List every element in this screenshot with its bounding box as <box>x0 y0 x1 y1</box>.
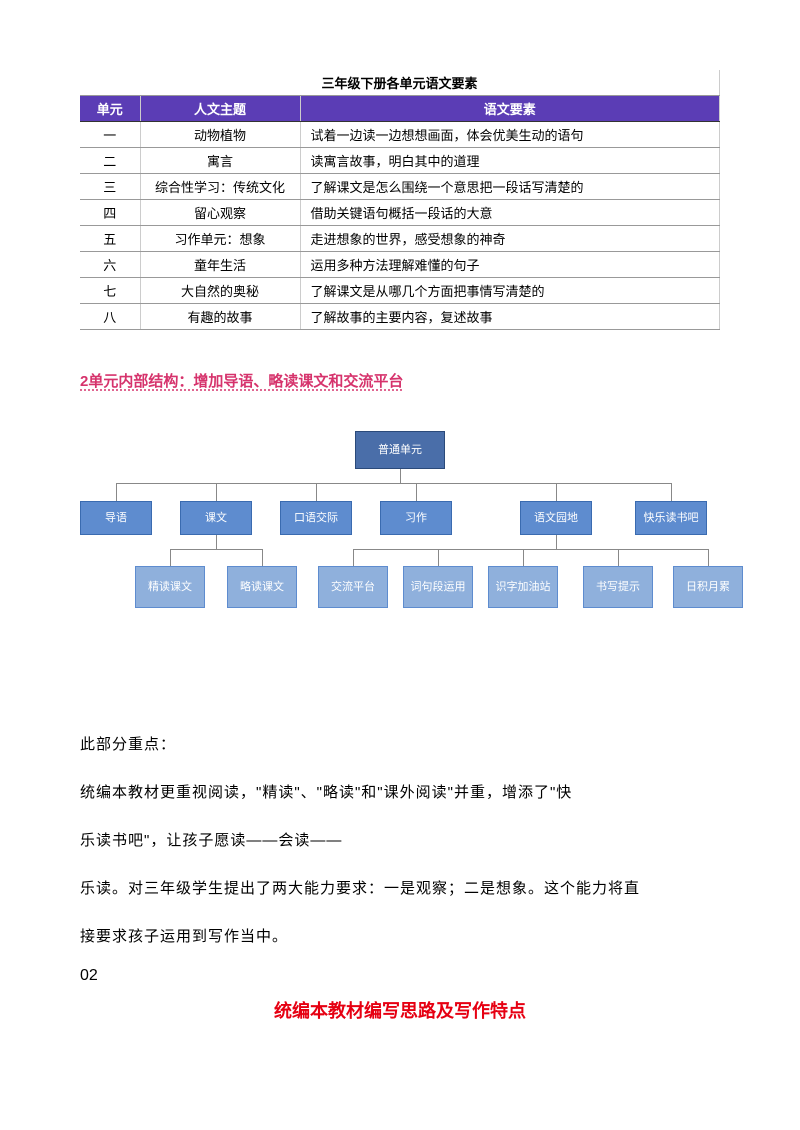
chart-mid-node: 课文 <box>180 501 252 535</box>
chart-line <box>556 483 557 501</box>
cell-element: 了解课文是从哪几个方面把事情写清楚的 <box>300 278 720 304</box>
cell-unit: 一 <box>80 122 140 148</box>
cell-theme: 寓言 <box>140 148 300 174</box>
cell-element: 借助关键语句概括一段话的大意 <box>300 200 720 226</box>
table-row: 五习作单元：想象走进想象的世界，感受想象的神奇 <box>80 226 720 252</box>
cell-element: 了解课文是怎么围绕一个意思把一段话写清楚的 <box>300 174 720 200</box>
chart-line <box>353 549 354 566</box>
table-row: 四留心观察借助关键语句概括一段话的大意 <box>80 200 720 226</box>
chart-leaf-node: 交流平台 <box>318 566 388 608</box>
body-p4: 乐读。对三年级学生提出了两大能力要求：一是观察；二是想象。这个能力将直 <box>80 865 720 913</box>
cell-theme: 综合性学习：传统文化 <box>140 174 300 200</box>
header-element: 语文要素 <box>300 96 720 122</box>
chart-line <box>116 483 117 501</box>
table-header-row: 单元 人文主题 语文要素 <box>80 96 720 122</box>
chart-line <box>523 549 524 566</box>
cell-unit: 三 <box>80 174 140 200</box>
body-p3: 乐读书吧"，让孩子愿读——会读—— <box>80 817 720 865</box>
cell-unit: 五 <box>80 226 140 252</box>
cell-element: 走进想象的世界，感受想象的神奇 <box>300 226 720 252</box>
table-row: 七大自然的奥秘了解课文是从哪几个方面把事情写清楚的 <box>80 278 720 304</box>
table-row: 八有趣的故事了解故事的主要内容，复述故事 <box>80 304 720 330</box>
table-row: 六童年生活运用多种方法理解难懂的句子 <box>80 252 720 278</box>
chart-line <box>170 549 171 566</box>
body-text: 此部分重点： 统编本教材更重视阅读，"精读"、"略读"和"课外阅读"并重，增添了… <box>80 721 720 961</box>
cell-unit: 七 <box>80 278 140 304</box>
chapter-number: 02 <box>80 967 720 985</box>
chart-line <box>170 549 262 550</box>
body-p1: 此部分重点： <box>80 721 720 769</box>
chart-root-node: 普通单元 <box>355 431 445 469</box>
chart-line <box>556 535 557 549</box>
chart-line <box>353 549 708 550</box>
chart-line <box>262 549 263 566</box>
chart-line <box>416 483 417 501</box>
chart-mid-node: 快乐读书吧 <box>635 501 707 535</box>
table-row: 一动物植物试着一边读一边想想画面，体会优美生动的语句 <box>80 122 720 148</box>
chart-line <box>216 483 217 501</box>
chart-leaf-node: 词句段运用 <box>403 566 473 608</box>
table-row: 三综合性学习：传统文化了解课文是怎么围绕一个意思把一段话写清楚的 <box>80 174 720 200</box>
cell-element: 试着一边读一边想想画面，体会优美生动的语句 <box>300 122 720 148</box>
chart-leaf-node: 书写提示 <box>583 566 653 608</box>
unit-structure-chart: 普通单元 导语 课文 口语交际 习作 语文园地 快乐读书吧 精读课文 略读课文 … <box>80 431 720 651</box>
cell-unit: 八 <box>80 304 140 330</box>
chart-line <box>216 535 217 549</box>
chart-leaf-node: 日积月累 <box>673 566 743 608</box>
chart-mid-node: 口语交际 <box>280 501 352 535</box>
body-p2: 统编本教材更重视阅读，"精读"、"略读"和"课外阅读"并重，增添了"快 <box>80 769 720 817</box>
chart-line <box>708 549 709 566</box>
cell-element: 读寓言故事，明白其中的道理 <box>300 148 720 174</box>
chart-mid-node: 语文园地 <box>520 501 592 535</box>
chart-line <box>400 469 401 483</box>
table-row: 二寓言读寓言故事，明白其中的道理 <box>80 148 720 174</box>
cell-unit: 四 <box>80 200 140 226</box>
unit-elements-table: 三年级下册各单元语文要素 单元 人文主题 语文要素 一动物植物试着一边读一边想想… <box>80 70 720 330</box>
cell-theme: 留心观察 <box>140 200 300 226</box>
chapter-title: 统编本教材编写思路及写作特点 <box>80 997 720 1023</box>
header-theme: 人文主题 <box>140 96 300 122</box>
chart-line <box>671 483 672 501</box>
cell-theme: 动物植物 <box>140 122 300 148</box>
table-title-row: 三年级下册各单元语文要素 <box>80 70 720 96</box>
cell-unit: 六 <box>80 252 140 278</box>
cell-theme: 习作单元：想象 <box>140 226 300 252</box>
header-unit: 单元 <box>80 96 140 122</box>
cell-theme: 童年生活 <box>140 252 300 278</box>
cell-theme: 大自然的奥秘 <box>140 278 300 304</box>
chart-line <box>618 549 619 566</box>
chart-leaf-node: 精读课文 <box>135 566 205 608</box>
chart-line <box>116 483 671 484</box>
chart-mid-node: 导语 <box>80 501 152 535</box>
cell-element: 了解故事的主要内容，复述故事 <box>300 304 720 330</box>
cell-unit: 二 <box>80 148 140 174</box>
chart-leaf-node: 略读课文 <box>227 566 297 608</box>
chart-leaf-node: 识字加油站 <box>488 566 558 608</box>
chart-line <box>316 483 317 501</box>
cell-element: 运用多种方法理解难懂的句子 <box>300 252 720 278</box>
cell-theme: 有趣的故事 <box>140 304 300 330</box>
chart-mid-node: 习作 <box>380 501 452 535</box>
chart-line <box>438 549 439 566</box>
table-title: 三年级下册各单元语文要素 <box>80 70 720 96</box>
body-p5: 接要求孩子运用到写作当中。 <box>80 913 720 961</box>
section-heading: 2单元内部结构：增加导语、略读课文和交流平台 <box>80 370 720 391</box>
